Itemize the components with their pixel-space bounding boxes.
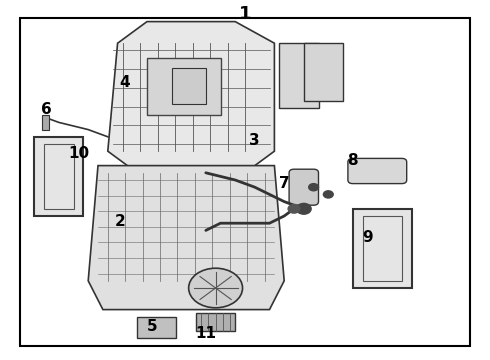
Circle shape (309, 184, 318, 191)
Bar (353, 209, 412, 288)
Bar (42, 115, 49, 130)
Bar (279, 43, 318, 108)
Text: 4: 4 (120, 75, 130, 90)
Text: 5: 5 (147, 319, 157, 334)
Bar (44, 144, 74, 209)
Bar (147, 58, 220, 115)
Text: 3: 3 (249, 133, 260, 148)
FancyBboxPatch shape (348, 158, 407, 184)
Text: 7: 7 (279, 176, 290, 191)
Bar (304, 43, 343, 101)
Text: 1: 1 (239, 5, 251, 23)
Text: 9: 9 (362, 230, 373, 245)
Bar (34, 137, 83, 216)
Bar (196, 313, 235, 331)
Circle shape (288, 204, 300, 213)
Text: 6: 6 (41, 102, 52, 117)
Polygon shape (88, 166, 284, 310)
Polygon shape (108, 22, 274, 173)
Bar (172, 68, 206, 104)
Text: 8: 8 (347, 153, 358, 168)
Text: 11: 11 (196, 325, 216, 341)
Circle shape (189, 268, 243, 308)
FancyBboxPatch shape (289, 169, 318, 205)
Bar (363, 216, 402, 281)
Text: 2: 2 (115, 214, 125, 229)
Circle shape (296, 203, 311, 214)
Circle shape (323, 191, 333, 198)
Bar (137, 317, 176, 338)
Text: 10: 10 (68, 145, 89, 161)
